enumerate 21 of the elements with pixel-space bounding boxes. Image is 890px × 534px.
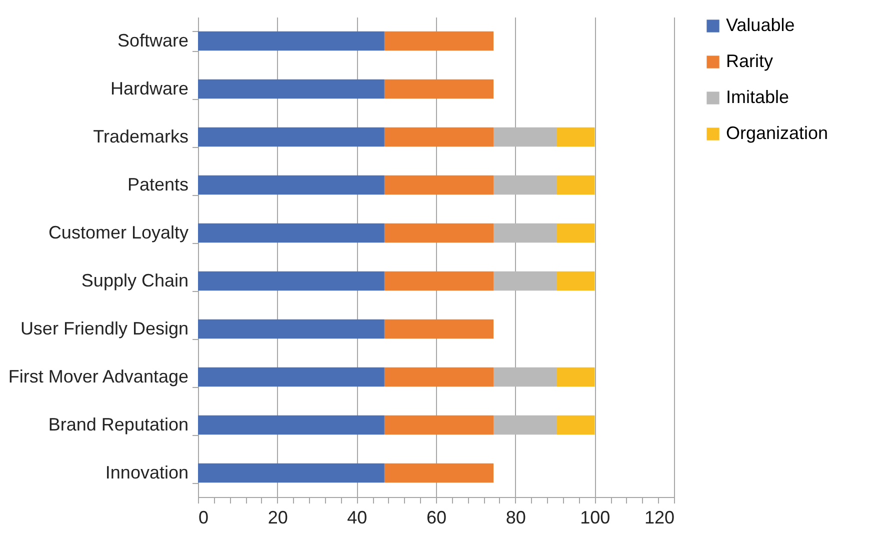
y-tick-label: Hardware	[110, 78, 188, 98]
x-tick-label: 100	[580, 508, 610, 528]
x-tick-label: 80	[506, 508, 526, 528]
x-tick-label: 120	[644, 508, 674, 528]
x-tick-label: 20	[268, 508, 288, 528]
y-tick-label: Software	[117, 30, 188, 50]
y-tick-label: Brand Reputation	[48, 414, 188, 434]
x-tick-label: 40	[347, 508, 368, 528]
x-tick-label: 60	[426, 508, 447, 528]
legend-label: Imitable	[726, 87, 790, 107]
legend-label: Rarity	[726, 51, 774, 71]
legend-label: Organization	[726, 123, 828, 143]
x-tick-label: 0	[198, 508, 209, 528]
y-tick-label: Customer Loyalty	[48, 222, 188, 242]
y-tick-label: Patents	[127, 174, 188, 194]
y-tick-label: Innovation	[105, 462, 188, 482]
legend-label: Valuable	[726, 15, 795, 35]
y-tick-label: Trademarks	[93, 126, 188, 146]
y-tick-label: Supply Chain	[81, 270, 188, 290]
y-tick-label: User Friendly Design	[20, 318, 188, 338]
y-tick-label: First Mover Advantage	[8, 366, 188, 386]
